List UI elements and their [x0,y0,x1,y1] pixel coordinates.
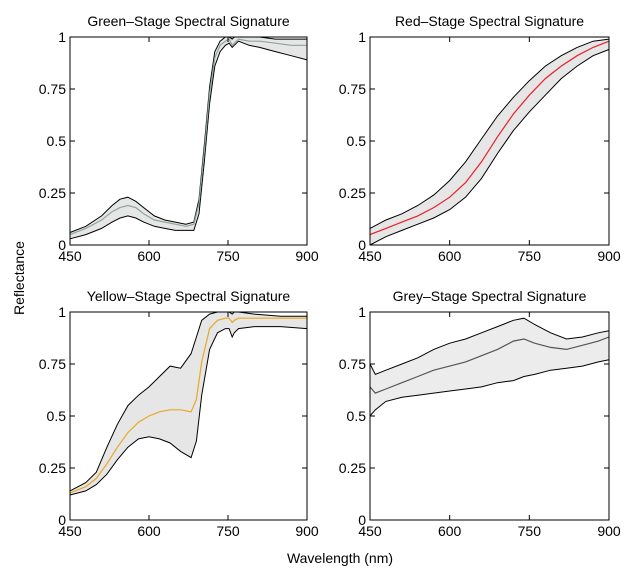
panel-title: Grey–Stage Spectral Signature [393,288,587,304]
y-tick-label: 0.75 [39,81,66,97]
mean-line [369,40,610,236]
x-axis-title: Wavelength (nm) [287,550,393,566]
y-tick-label: 0.75 [39,356,66,372]
x-tick-label: 750 [216,523,240,539]
x-tick-label: 600 [137,248,161,264]
x-tick-label: 450 [358,248,382,264]
y-tick-label: 0.5 [47,133,67,149]
upper-envelope-line [369,317,610,376]
y-tick-label: 0.75 [339,81,366,97]
panel-title: Green–Stage Spectral Signature [87,13,290,29]
upper-envelope-line [69,36,307,233]
y-tick-label: 0.5 [347,408,367,424]
y-tick-label: 0 [58,512,66,528]
lower-envelope-line [69,326,308,496]
panel-title: Red–Stage Spectral Signature [395,13,584,29]
yellow-stage-panel: Yellow–Stage Spectral Signature 450 600 75… [39,288,319,539]
x-tick-label: 900 [295,523,319,539]
envelope-band [370,318,609,416]
red-stage-panel: Red–Stage Spectral Signature 450 600 750 90… [339,13,621,264]
y-tick-label: 0.25 [39,185,66,201]
x-tick-label: 900 [295,248,319,264]
grey-stage-panel: Grey–Stage Spectral Signature 450 600 750 9… [339,288,621,539]
y-tick-label: 0 [358,237,366,253]
y-tick-label: 0.75 [339,356,366,372]
panel-title: Yellow–Stage Spectral Signature [87,288,291,304]
envelope-band [70,37,307,239]
y-tick-label: 0.25 [39,460,66,476]
x-tick-label: 600 [438,248,462,264]
mean-line [69,317,307,494]
lower-envelope-line [369,49,610,246]
y-tick-label: 1 [58,304,66,320]
y-tick-label: 0 [358,512,366,528]
y-axis-title: Reflectance [11,241,27,315]
x-tick-label: 900 [597,523,621,539]
y-tick-label: 1 [358,304,366,320]
x-tick-label: 600 [137,523,161,539]
mean-line [369,336,610,394]
x-tick-label: 750 [518,523,542,539]
envelope-band [370,39,609,245]
lower-envelope-line [369,359,610,417]
x-tick-label: 900 [597,248,621,264]
lower-envelope-line [69,40,308,240]
y-tick-label: 0.5 [47,408,67,424]
y-tick-label: 0.25 [339,460,366,476]
green-stage-panel: Green–Stage Spectral Signature 450 600 750… [39,13,319,264]
x-tick-label: 600 [438,523,462,539]
x-tick-label: 750 [216,248,240,264]
y-tick-label: 1 [358,29,366,45]
mean-line [69,38,307,236]
x-tick-label: 750 [518,248,542,264]
x-tick-label: 450 [58,248,82,264]
envelope-band [70,312,307,495]
x-tick-label: 450 [58,523,82,539]
y-tick-label: 0 [58,237,66,253]
y-tick-label: 0.25 [339,185,366,201]
y-tick-label: 0.5 [347,133,367,149]
x-tick-label: 450 [358,523,382,539]
y-tick-label: 1 [58,29,66,45]
upper-envelope-line [369,38,610,229]
